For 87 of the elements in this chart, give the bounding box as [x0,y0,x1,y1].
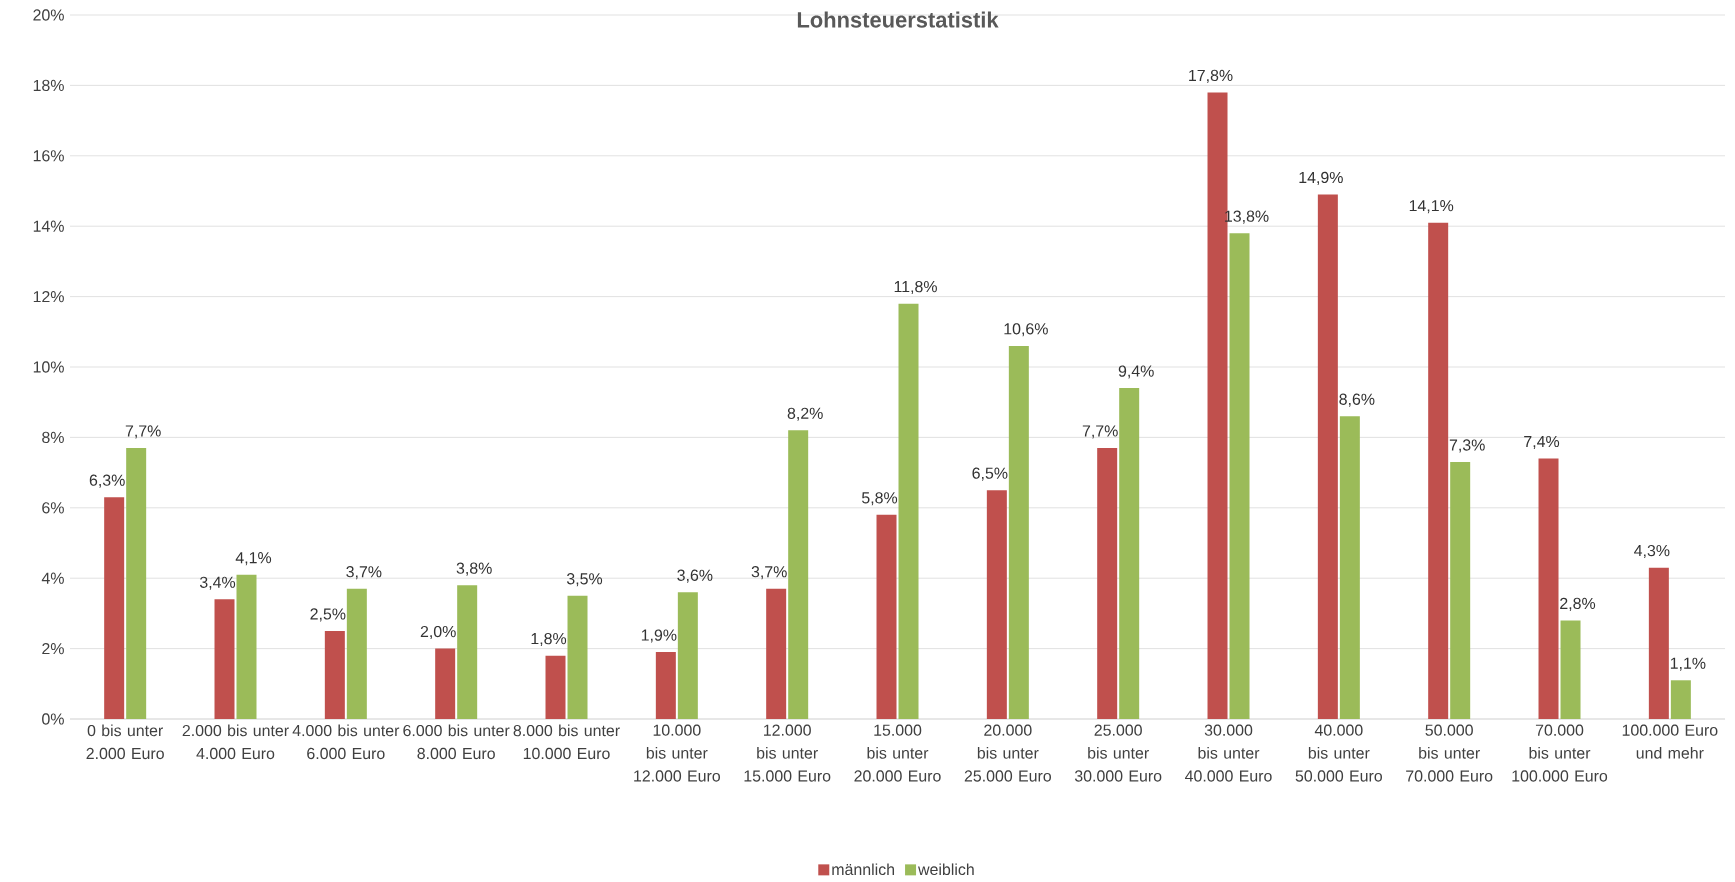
bar [1428,222,1449,719]
x-tick-label: 2.000 bis unter 4.000 Euro [182,724,289,760]
bar [1538,458,1559,719]
y-tick-label: 2% [42,642,64,655]
bar [876,514,897,719]
x-tick-label: 20.000 bis unter 25.000 Euro [964,724,1052,782]
legend-label: weiblich [918,863,974,876]
x-tick-label: 15.000 bis unter 20.000 Euro [854,724,941,782]
bar [1450,462,1471,719]
data-label: 1,9% [641,629,677,643]
data-label: 4,3% [1634,544,1670,559]
x-tick-label: 12.000 bis unter 15.000 Euro [744,724,831,782]
data-label: 2,0% [420,625,456,640]
data-label: 8,2% [787,407,823,421]
bar [766,588,787,719]
data-label: 7,7% [1082,425,1118,439]
x-tick-label: 6.000 bis unter 8.000 Euro [403,724,510,760]
bar [214,599,235,719]
data-label: 2,8% [1560,597,1596,611]
x-tick-label: 25.000 bis unter 30.000 Euro [1074,724,1162,782]
data-label: 14,9% [1299,171,1343,185]
legend-label: männlich [832,863,895,876]
bar [1339,416,1360,719]
data-label: 7,7% [125,425,161,439]
data-label: 9,4% [1118,365,1154,379]
data-label: 11,8% [894,280,937,295]
x-tick-label: 100.000 Euro und mehr [1622,724,1718,759]
x-tick-label: 30.000 bis unter 40.000 Euro [1185,724,1272,782]
data-label: 3,7% [751,566,787,580]
bar [236,574,257,719]
bar [1317,194,1338,719]
x-tick-label: 0 bis unter 2.000 Euro [86,724,164,760]
y-tick-label: 0% [42,713,64,725]
bar [898,303,919,719]
bar [986,490,1007,719]
bar [1560,620,1581,719]
data-label: 3,7% [346,566,382,580]
data-label: 6,3% [89,474,125,488]
data-label: 14,1% [1409,200,1454,214]
data-label: 1,1% [1670,657,1706,671]
chart-title: Lohnsteuerstatistik [797,11,999,28]
x-tick-label: 50.000 bis unter 70.000 Euro [1406,724,1493,782]
y-tick-label: 12% [33,290,64,303]
bar [1670,680,1691,719]
x-tick-label: 10.000 bis unter 12.000 Euro [634,724,721,782]
y-tick-label: 6% [42,502,64,514]
bar [1648,567,1669,719]
data-label: 3,4% [199,576,236,590]
data-label: 3,6% [677,569,713,583]
bar [346,588,367,719]
x-tick-label: 8.000 bis unter 10.000 Euro [513,724,620,760]
y-tick-label: 4% [41,572,64,584]
data-label: 7,3% [1449,439,1485,453]
data-label: 10,6% [1004,323,1048,337]
data-label: 8,6% [1339,393,1375,407]
bar [104,497,125,719]
bar [655,652,676,719]
data-label: 3,8% [456,562,492,576]
bar [788,430,809,719]
y-tick-label: 14% [33,220,64,232]
bar [545,655,566,719]
bar [126,447,147,719]
x-tick-label: 70.000 bis unter 100.000 Euro [1512,724,1608,782]
data-label: 5,8% [861,492,898,506]
bar [1008,345,1029,719]
bar [567,595,588,719]
bar [1229,233,1250,719]
data-label: 2,5% [310,608,346,622]
data-label: 7,4% [1524,435,1560,449]
x-tick-label: 40.000 bis unter 50.000 Euro [1295,724,1383,782]
y-tick-label: 8% [42,431,64,444]
data-label: 6,5% [972,467,1008,481]
bar [677,592,698,719]
x-tick-label: 4.000 bis unter 6.000 Euro [292,724,400,760]
y-tick-label: 10% [33,361,64,373]
y-tick-label: 16% [33,150,64,162]
bar [324,631,345,719]
y-tick-label: 18% [33,79,64,92]
bar [435,648,456,719]
data-label: 17,8% [1189,69,1233,83]
data-label: 1,8% [531,632,567,647]
bar [457,585,478,719]
y-tick-label: 20% [33,9,64,21]
bar [1119,388,1140,719]
bar [1097,447,1118,719]
data-label: 3,5% [566,573,603,587]
data-label: 4,1% [235,552,272,566]
